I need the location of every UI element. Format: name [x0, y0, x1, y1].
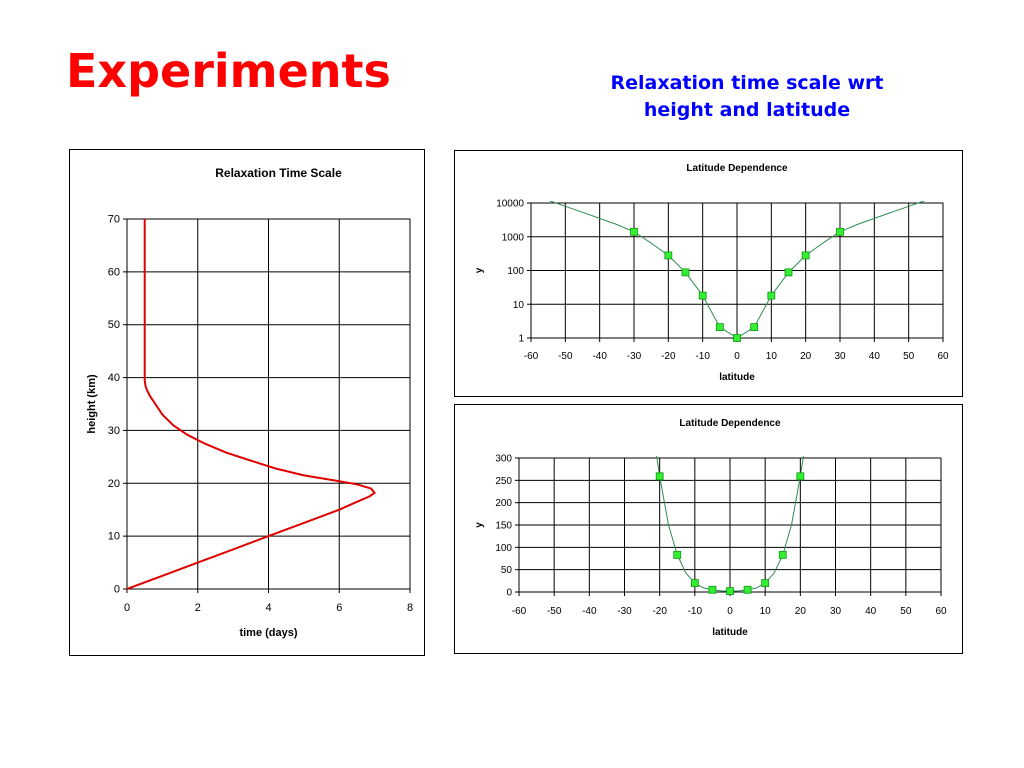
x-tick-label: 8 [407, 602, 413, 614]
y-tick-label: 40 [108, 372, 120, 384]
y-tick-label: 1000 [502, 232, 525, 243]
x-tick-label: 20 [795, 606, 807, 617]
y-tick-label: 0 [114, 584, 120, 596]
x-tick-label: 6 [336, 602, 342, 614]
relaxation-time-chart: Relaxation Time Scale 0 2 4 6 8 0 10 20 30 40 50 60 7… [69, 149, 425, 656]
x-tick-label: 20 [800, 351, 812, 362]
data-point-marker [796, 472, 805, 481]
y-tick-label: 50 [501, 565, 513, 576]
x-tick-label: -40 [582, 606, 597, 617]
x-tick-label: 40 [865, 606, 877, 617]
y-tick-label: 60 [108, 266, 120, 278]
x-tick-label: -60 [512, 606, 527, 617]
x-tick-label: 0 [124, 602, 130, 614]
x-tick-label: 50 [900, 606, 912, 617]
subtitle-line-1: Relaxation time scale wrt [610, 72, 884, 94]
data-point-marker [801, 251, 810, 260]
data-point-marker [750, 323, 759, 332]
y-tick-label: 10 [513, 300, 525, 311]
chart-title: Latitude Dependence [686, 163, 788, 174]
y-axis-label: y [474, 522, 485, 528]
y-tick-label: 100 [507, 266, 524, 277]
x-tick-label: 50 [903, 351, 915, 362]
data-point-marker [630, 227, 638, 236]
y-tick-label: 250 [495, 476, 512, 487]
x-tick-label: -30 [617, 606, 632, 617]
x-tick-label: 10 [760, 606, 772, 617]
x-axis-label: latitude [719, 372, 755, 383]
relaxation-time-chart-svg: Relaxation Time Scale 0 2 4 6 8 0 10 20 30 40 50 60 7… [86, 166, 413, 639]
series-line [127, 219, 376, 590]
x-tick-label: -50 [558, 351, 573, 362]
x-tick-label: 30 [830, 606, 842, 617]
x-tick-label: 30 [834, 351, 846, 362]
chart-title: Latitude Dependence [679, 418, 781, 429]
data-point-marker [715, 323, 724, 332]
data-point-marker [690, 579, 699, 587]
data-point-marker [784, 268, 793, 277]
data-point-marker [708, 585, 717, 594]
data-point-marker [664, 251, 673, 260]
x-tick-label: -10 [695, 351, 710, 362]
data-point-marker [778, 551, 787, 559]
x-tick-label: -30 [627, 351, 642, 362]
x-tick-label: 60 [935, 606, 947, 617]
y-tick-label: 0 [506, 588, 512, 599]
x-tick-label: -40 [592, 351, 607, 362]
x-tick-label: 0 [727, 606, 733, 617]
data-point-marker [698, 291, 707, 300]
chart-title: Relaxation Time Scale [215, 166, 342, 180]
x-tick-label: 0 [734, 351, 740, 362]
latitude-linear-chart-svg: Latitude Dependence -60 -50 -40 -30 -20 -10 0 10… [474, 418, 947, 638]
data-point-marker [767, 291, 776, 300]
data-point-marker [761, 579, 770, 587]
x-tick-label: 2 [195, 602, 201, 614]
y-tick-label: 50 [108, 319, 120, 331]
y-tick-label: 10 [108, 531, 120, 543]
x-tick-label: 4 [265, 602, 271, 614]
subtitle-line-2: height and latitude [643, 99, 851, 121]
y-axis-label: height (km) [86, 374, 98, 434]
x-tick-label: 60 [937, 351, 949, 362]
y-tick-label: 30 [108, 425, 120, 437]
x-axis-label: time (days) [239, 627, 297, 639]
data-point-marker [733, 334, 741, 342]
slide-subtitle: Relaxation time scale wrt height and lat… [590, 70, 904, 124]
latitude-log-chart: Latitude Dependence -60 -50 -40 -30 -20 -10 0 10… [454, 150, 963, 397]
y-tick-label: 300 [495, 454, 512, 465]
y-tick-label: 70 [108, 214, 120, 226]
y-tick-label: 100 [495, 543, 512, 554]
x-tick-label: -20 [661, 351, 676, 362]
y-tick-label: 20 [108, 478, 120, 490]
y-tick-label: 1 [518, 334, 524, 345]
x-tick-label: -50 [547, 606, 562, 617]
data-point-marker [681, 268, 690, 277]
x-tick-label: 40 [869, 351, 881, 362]
x-tick-label: -60 [524, 351, 539, 362]
latitude-log-chart-svg: Latitude Dependence -60 -50 -40 -30 -20 -10 0 10… [474, 163, 949, 383]
data-point-marker [726, 587, 734, 596]
y-tick-label: 10000 [496, 199, 524, 210]
data-point-marker [743, 585, 752, 594]
x-tick-label: -20 [652, 606, 667, 617]
slide-title: Experiments [66, 44, 391, 98]
y-tick-label: 200 [495, 498, 512, 509]
x-tick-label: -10 [688, 606, 703, 617]
data-point-marker [655, 472, 664, 481]
y-tick-label: 150 [495, 521, 512, 532]
data-point-marker [836, 227, 844, 236]
y-axis-label: y [474, 267, 485, 273]
latitude-linear-chart: Latitude Dependence -60 -50 -40 -30 -20 -10 0 10… [454, 404, 963, 654]
x-tick-label: 10 [766, 351, 778, 362]
x-axis-label: latitude [712, 627, 748, 638]
data-point-marker [673, 551, 682, 559]
